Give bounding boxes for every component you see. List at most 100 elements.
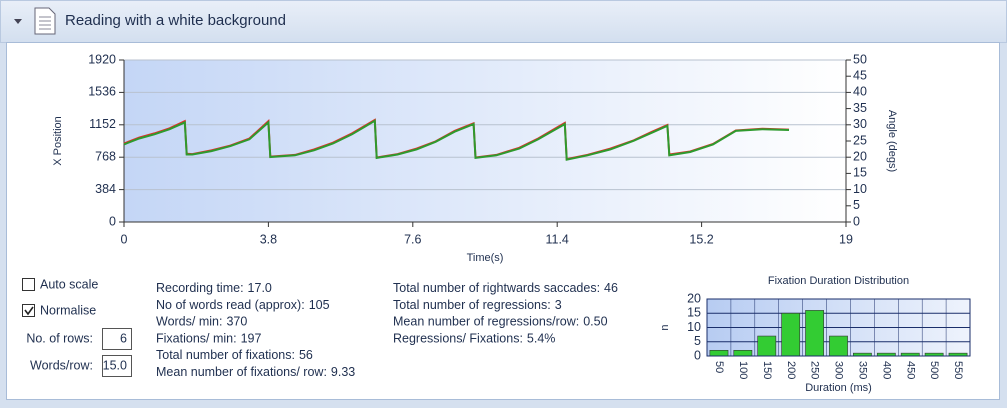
x-tick-label: 450 [904, 361, 916, 379]
y2-tick-label: 40 [853, 85, 867, 99]
stat-value: 5.4% [527, 332, 556, 346]
stat-label: Recording time: [156, 281, 244, 295]
y-tick-label: 15 [687, 306, 701, 320]
stat-value: 9.33 [331, 365, 355, 379]
y-tick-label: 1536 [88, 85, 116, 99]
input-label: Words/row: [30, 358, 93, 372]
x-tick-label: 300 [833, 361, 845, 379]
stat: Total number of fixations: 56 [156, 348, 313, 362]
y2-tick-label: 30 [853, 117, 867, 131]
x-tick-label: 150 [761, 361, 773, 379]
controls: Auto scale Normalise No. of rows: 6 Words/ro… [22, 277, 618, 379]
y2-axis-label: Angle (degs) [886, 110, 898, 172]
x-tick-label: 400 [880, 361, 892, 379]
x-tick-label: 500 [928, 361, 940, 379]
checkbox[interactable] [22, 304, 35, 317]
y2-tick-label: 0 [853, 214, 860, 228]
stat-value: 105 [309, 298, 330, 312]
data-line [123, 119, 790, 161]
bar [781, 312, 801, 357]
input-value[interactable]: 15.0 [103, 358, 127, 372]
stat: Total number of regressions: 3 [393, 298, 562, 312]
bar [757, 335, 777, 357]
y-tick-label: 5 [694, 334, 701, 348]
document-icon [34, 7, 56, 35]
stat: Fixations/ min: 197 [156, 332, 261, 346]
stat: Total number of rightwards saccades: 46 [393, 281, 618, 295]
checkmark [24, 306, 34, 316]
header-title: Reading with a white background [65, 12, 286, 29]
y-tick-label: 20 [687, 291, 701, 305]
stat-label: No of words read (approx): [156, 298, 305, 312]
stat: Recording time: 17.0 [156, 281, 272, 295]
x-tick-label: 7.6 [404, 232, 421, 246]
x-tick-label: 50 [713, 361, 725, 373]
collapse-arrow[interactable] [14, 19, 22, 24]
y-tick-label: 1152 [89, 117, 116, 131]
x-axis-label: Time(s) [467, 252, 504, 264]
x-tick-label: 11.4 [545, 232, 568, 246]
y-tick-label: 1920 [88, 52, 116, 66]
y-axis-label: X Position [52, 116, 64, 166]
y2-tick-label: 35 [853, 101, 867, 115]
stat-value: 46 [604, 281, 618, 295]
stat-value: 0.50 [583, 315, 607, 329]
x-tick-label: 250 [809, 361, 821, 379]
stat: No of words read (approx): 105 [156, 298, 330, 312]
y-tick-label: 10 [687, 320, 701, 334]
stat-value: 17.0 [248, 281, 272, 295]
x-tick-label: 350 [857, 361, 869, 379]
stat-label: Words/ min: [156, 315, 222, 329]
stat-value: 56 [299, 348, 313, 362]
chart-title: Fixation Duration Distribution [768, 275, 909, 287]
text-input[interactable] [102, 328, 132, 350]
charts: 0384768115215361920051015202530354045500… [52, 52, 971, 394]
x-tick-label: 200 [785, 361, 797, 379]
text-input[interactable] [102, 355, 132, 377]
y-axis-label: n [659, 324, 671, 330]
y-tick-label: 768 [95, 149, 116, 163]
stat-value: 3 [555, 298, 562, 312]
y2-tick-label: 25 [853, 133, 867, 147]
stat-label: Mean number of regressions/row: [393, 315, 579, 329]
y2-tick-label: 50 [853, 52, 867, 66]
input-value[interactable]: 6 [120, 331, 127, 345]
x-tick-label: 15.2 [689, 232, 713, 246]
bar [709, 349, 729, 357]
stat-label: Total number of regressions: [393, 298, 551, 312]
y2-tick-label: 45 [853, 68, 867, 82]
stat: Mean number of fixations/ row: 9.33 [156, 365, 355, 379]
x-tick-label: 3.8 [260, 232, 277, 246]
y2-tick-label: 5 [853, 198, 860, 212]
checkbox[interactable] [22, 278, 35, 291]
checkbox-label[interactable]: Normalise [40, 303, 96, 317]
stat: Regressions/ Fixations: 5.4% [393, 332, 555, 346]
stat-label: Total number of fixations: [156, 348, 295, 362]
input-label: No. of rows: [26, 331, 93, 345]
stat-label: Mean number of fixations/ row: [156, 365, 327, 379]
bar [829, 335, 848, 357]
bar [805, 310, 824, 357]
checkbox-label[interactable]: Auto scale [40, 277, 98, 291]
stat-label: Fixations/ min: [156, 332, 237, 346]
x-tick-label: 100 [737, 361, 749, 379]
plot-area [124, 60, 846, 222]
stat-label: Regressions/ Fixations: [393, 332, 523, 346]
stat: Words/ min: 370 [156, 315, 247, 329]
stat-value: 370 [226, 315, 247, 329]
stat-value: 197 [241, 332, 262, 346]
y-tick-label: 384 [95, 182, 116, 196]
y2-tick-label: 20 [853, 149, 867, 163]
stat-label: Total number of rightwards saccades: [393, 281, 600, 295]
y-tick-label: 0 [694, 348, 701, 362]
x-tick-label: 550 [952, 361, 964, 379]
stat: Mean number of regressions/row: 0.50 [393, 315, 608, 329]
x-tick-label: 0 [121, 232, 128, 246]
plot-frame [706, 298, 971, 357]
y2-tick-label: 15 [853, 166, 867, 180]
x-axis-label: Duration (ms) [805, 382, 872, 394]
y-tick-label: 0 [109, 214, 116, 228]
x-tick-label: 19 [839, 232, 853, 246]
bar [733, 349, 753, 357]
